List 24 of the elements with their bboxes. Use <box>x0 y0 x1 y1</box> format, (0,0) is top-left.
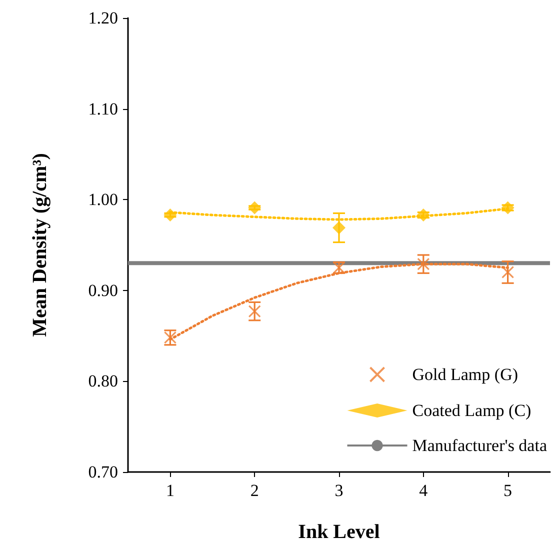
x-axis-title: Ink Level <box>298 521 380 543</box>
point <box>164 208 177 222</box>
legend-label: Manufacturer's data <box>412 436 548 455</box>
x-tick-label: 4 <box>419 481 428 500</box>
point <box>248 201 262 214</box>
point <box>501 201 514 214</box>
x-tick-label: 1 <box>166 481 174 500</box>
y-tick-label: 1.10 <box>88 99 118 118</box>
point <box>416 208 430 222</box>
x-tick-label: 2 <box>250 481 259 500</box>
y-tick-label: 0.90 <box>88 280 118 300</box>
legend-label: Coated Lamp (C) <box>412 401 532 420</box>
point <box>332 221 346 234</box>
legend-label: Gold Lamp (G) <box>412 365 518 384</box>
y-tick-label: 1.20 <box>88 8 118 28</box>
y-axis-title: Mean Density (g/cm³) <box>29 153 51 337</box>
y-tick-label: 0.80 <box>88 372 118 391</box>
point <box>248 304 261 318</box>
x-tick-label: 3 <box>334 481 344 500</box>
point <box>502 266 514 279</box>
x-tick-label: 5 <box>504 481 512 500</box>
point <box>417 258 430 270</box>
y-tick-label: 0.70 <box>88 462 118 482</box>
y-tick-label: 1.00 <box>88 190 118 210</box>
